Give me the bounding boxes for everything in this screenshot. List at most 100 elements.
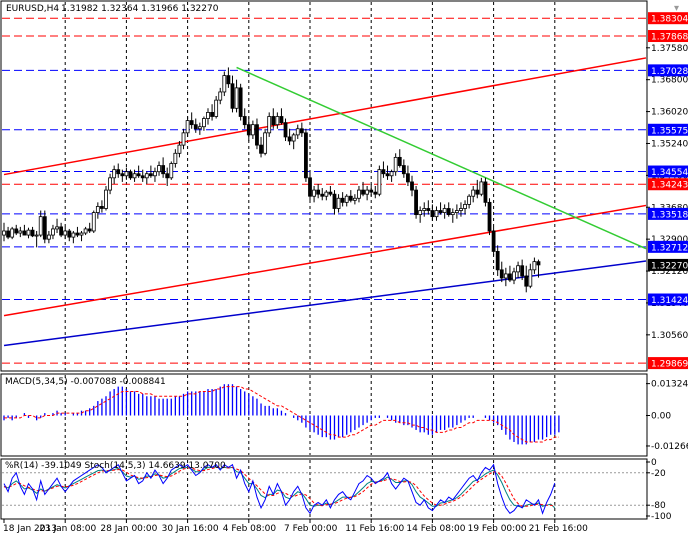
candle-body — [51, 228, 55, 236]
candle-body — [532, 261, 537, 271]
candle-body — [528, 269, 533, 287]
candle-body — [414, 189, 418, 216]
candle-body — [222, 75, 227, 93]
candle-body — [136, 173, 141, 177]
candle-body — [18, 230, 23, 234]
oscillator-axis: 0-20 -80-100 — [646, 458, 672, 522]
candle-body — [393, 156, 398, 173]
candle-body — [491, 230, 496, 252]
price-tick-label: 1.36800 — [651, 76, 688, 86]
candle-body — [116, 169, 121, 175]
candle-body — [144, 173, 149, 179]
candle-body — [271, 116, 276, 126]
candle-body — [410, 181, 414, 191]
price-pane[interactable]: 1.375801.368001.360201.352401.344601.336… — [0, 0, 688, 372]
macd-signal — [4, 386, 559, 443]
candle-body — [483, 181, 488, 203]
stoch-signal-line — [3, 466, 555, 507]
candle-body — [71, 232, 76, 238]
candle-body — [316, 189, 321, 195]
candle-body — [361, 189, 365, 195]
candle-body — [267, 116, 272, 134]
header-ohlc: 1.31982 1.32364 1.31966 1.32270 — [61, 4, 219, 14]
time-tick-label: 28 Jan 00:00 — [100, 524, 157, 534]
candle-body — [536, 261, 541, 266]
candle-body — [108, 177, 112, 191]
candle-body — [6, 230, 10, 238]
candle-body — [446, 208, 451, 216]
trendline-red — [3, 204, 647, 317]
candle-body — [100, 206, 104, 209]
candle-body — [503, 273, 508, 279]
level-label-box — [648, 240, 688, 253]
time-tick-label: 14 Feb 08:00 — [406, 524, 465, 534]
candle-body — [173, 152, 178, 164]
candle-body — [42, 216, 47, 240]
candle-body — [75, 232, 80, 236]
candle-body — [299, 128, 304, 134]
candle-body — [30, 229, 35, 237]
candle-body — [520, 265, 525, 277]
time-tick-label: 21 Feb 16:00 — [529, 524, 588, 534]
candle-body — [259, 144, 263, 154]
time-tick-label: 23 Jan 08:00 — [39, 524, 96, 534]
macd-pane[interactable]: 0.013247 0.00 -0.012663 MACD(5,34,5) -0.00… — [0, 373, 688, 457]
candle-body — [328, 191, 333, 195]
oscillator-levels — [2, 472, 646, 506]
level-label-box — [648, 178, 688, 191]
time-tick-label: 18 Jan 2013 — [3, 524, 57, 534]
macd-histogram — [3, 384, 560, 445]
candle-body — [450, 212, 455, 216]
scroll-arrow-icon[interactable]: ▾ — [674, 3, 679, 14]
candle-body — [340, 197, 345, 203]
candle-body — [442, 208, 447, 213]
oscillator-tick-label: 0 — [651, 458, 657, 468]
candle-body — [132, 173, 137, 179]
candle-body — [508, 273, 512, 281]
candle-body — [83, 228, 88, 234]
candle-body — [165, 173, 170, 179]
candle-body — [148, 173, 153, 177]
candle-body — [287, 136, 292, 142]
candle-body — [397, 156, 402, 166]
candle-body — [91, 212, 96, 232]
price-tick-label: 1.32900 — [651, 235, 688, 245]
candle-body — [246, 124, 251, 136]
candle-body — [63, 230, 68, 236]
candle-body — [357, 189, 361, 199]
level-label-box — [648, 357, 688, 370]
candle-body — [202, 118, 206, 128]
candle-body — [128, 171, 133, 179]
level-label-box — [648, 207, 688, 220]
candle-body — [218, 91, 223, 101]
trendline-blue — [3, 260, 647, 347]
candle-body — [373, 191, 378, 195]
candle-body — [348, 195, 353, 201]
candle-body — [475, 189, 480, 195]
level-label: 1.34243 — [651, 181, 688, 191]
candle-body — [295, 128, 300, 136]
level-label: 1.32712 — [651, 243, 688, 253]
oscillator-label: %R(14) -39.1049 Stoch(14,5,3) 14.6639 13… — [5, 461, 226, 471]
candle-body — [177, 144, 182, 154]
candle-body — [169, 163, 174, 179]
candle-body — [401, 165, 406, 175]
candle-body — [426, 208, 431, 211]
oscillator-tick-label: -20 — [651, 469, 666, 479]
oscillator-pane[interactable]: 0-20 -80-100 %R(14) -39.1049 Stoch(14,5,3… — [0, 458, 672, 522]
candle-body — [430, 210, 435, 218]
candle-body — [157, 165, 161, 173]
oscillator-vertical-grid — [64, 460, 556, 518]
candle-body — [193, 124, 198, 130]
oscillator-tick-label: -100 — [651, 512, 672, 522]
candle-body — [283, 122, 288, 138]
candle-body — [181, 132, 186, 146]
candle-body — [495, 251, 500, 271]
price-tick-label: 1.30560 — [651, 331, 688, 341]
trendlines — [3, 57, 647, 347]
candle-body — [255, 124, 259, 146]
candle-body — [389, 171, 394, 177]
candle-body — [112, 169, 117, 179]
